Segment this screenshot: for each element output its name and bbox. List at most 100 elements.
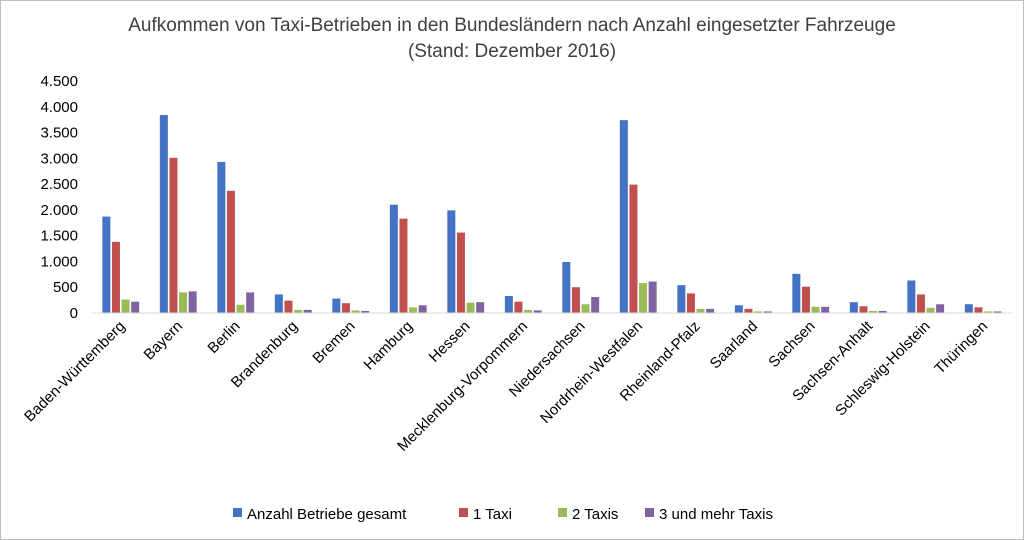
legend-swatch: [233, 508, 242, 517]
bar-4-5: [361, 310, 370, 313]
bar-2-10: [629, 184, 638, 313]
y-tick-label: 3.500: [40, 125, 78, 142]
bar-2-14: [859, 306, 868, 313]
bar-3-11: [696, 308, 705, 313]
bar-4-16: [993, 311, 1002, 313]
legend-label: 3 und mehr Taxis: [659, 506, 773, 523]
legend-label: 2 Taxis: [572, 506, 618, 523]
bar-3-6: [409, 307, 418, 313]
bar-3-2: [179, 292, 188, 313]
bar-3-12: [754, 311, 763, 313]
chart-title: Aufkommen von Taxi-Betrieben in den Bund…: [128, 15, 896, 36]
bar-2-5: [341, 303, 350, 313]
bar-4-10: [648, 281, 657, 313]
y-tick-label: 500: [53, 279, 78, 296]
category-label: Thüringen: [931, 318, 991, 378]
y-tick-label: 4.000: [40, 99, 78, 116]
bar-3-10: [639, 283, 648, 313]
y-tick-label: 2.000: [40, 202, 78, 219]
bar-1-2: [159, 115, 168, 313]
bar-4-12: [763, 311, 772, 313]
category-label: Bayern: [140, 318, 186, 364]
bar-4-6: [418, 305, 427, 313]
y-tick-label: 3.000: [40, 150, 78, 167]
bar-3-16: [984, 311, 993, 313]
bar-3-3: [236, 304, 245, 313]
bar-2-15: [916, 294, 925, 313]
category-label: Sachsen: [765, 318, 818, 371]
category-label: Nordrhein-Westfalen: [537, 318, 646, 427]
bar-3-7: [466, 302, 475, 313]
chart-subtitle: (Stand: Dezember 2016): [408, 41, 616, 62]
bar-1-8: [504, 295, 513, 313]
bar-3-13: [811, 306, 820, 313]
y-tick-label: 1.000: [40, 253, 78, 270]
bar-2-1: [111, 241, 120, 313]
y-tick-label: 2.500: [40, 176, 78, 193]
bar-4-13: [821, 306, 830, 313]
bars: [102, 115, 1002, 314]
bar-3-4: [294, 309, 303, 313]
y-tick-label: 0: [70, 305, 78, 322]
category-label: Saarland: [707, 318, 761, 372]
bar-3-1: [121, 299, 130, 313]
bar-2-11: [686, 293, 695, 313]
category-labels: Baden-Württemberg Bayern BerlinBrandenburg…: [21, 317, 991, 455]
category-label: Berlin: [204, 318, 243, 357]
legend-label: 1 Taxi: [473, 506, 512, 523]
bar-2-7: [456, 232, 465, 313]
bar-4-4: [303, 309, 312, 313]
y-tick-label: 4.500: [40, 73, 78, 90]
bar-3-14: [869, 310, 878, 313]
category-label: Schleswig-Holstein: [832, 318, 934, 420]
bar-2-12: [744, 308, 753, 313]
bar-4-7: [476, 302, 485, 313]
category-label: Bremen: [309, 318, 358, 367]
bar-4-8: [533, 310, 542, 313]
legend-swatch: [645, 508, 654, 517]
y-axis: 0 500 1.000 1.500 2.000 2.500 3.000 3.500 4.000 4…: [40, 73, 78, 322]
bar-4-1: [131, 301, 140, 313]
bar-4-14: [878, 310, 887, 313]
bar-1-1: [102, 216, 111, 313]
bar-4-11: [706, 308, 715, 313]
bar-1-9: [562, 261, 571, 313]
bar-1-3: [217, 161, 226, 313]
bar-1-16: [964, 304, 973, 313]
legend: Anzahl Betriebe gesamt 1 Taxi 2 Taxis 3 und…: [233, 506, 773, 523]
bar-1-5: [332, 298, 341, 313]
bar-1-4: [274, 294, 283, 313]
bar-3-9: [581, 304, 590, 313]
bar-2-3: [226, 190, 235, 313]
bar-3-8: [524, 309, 533, 313]
bar-3-15: [926, 307, 935, 313]
bar-1-15: [907, 280, 916, 313]
bar-2-4: [284, 300, 293, 313]
bar-1-7: [447, 210, 456, 313]
bar-2-6: [399, 218, 408, 313]
bar-4-15: [936, 304, 945, 313]
bar-4-9: [591, 297, 600, 313]
bar-1-10: [619, 120, 628, 314]
bar-1-12: [734, 305, 743, 313]
bar-4-3: [246, 292, 255, 313]
bar-2-16: [974, 307, 983, 313]
legend-swatch: [558, 508, 567, 517]
bar-1-11: [677, 285, 686, 313]
category-label: Hessen: [426, 318, 474, 366]
bar-2-2: [169, 157, 178, 313]
bar-4-2: [188, 291, 197, 313]
bar-2-13: [801, 286, 810, 313]
bar-2-8: [514, 301, 523, 313]
bar-1-6: [389, 204, 398, 313]
legend-label: Anzahl Betriebe gesamt: [247, 506, 407, 523]
bar-3-5: [351, 310, 360, 313]
category-label: Baden-Württemberg: [21, 318, 129, 426]
bar-1-13: [792, 273, 801, 313]
bar-2-9: [571, 287, 580, 313]
category-label: Hamburg: [360, 318, 416, 374]
y-tick-label: 1.500: [40, 228, 78, 245]
legend-swatch: [459, 508, 468, 517]
bar-1-14: [849, 302, 858, 313]
